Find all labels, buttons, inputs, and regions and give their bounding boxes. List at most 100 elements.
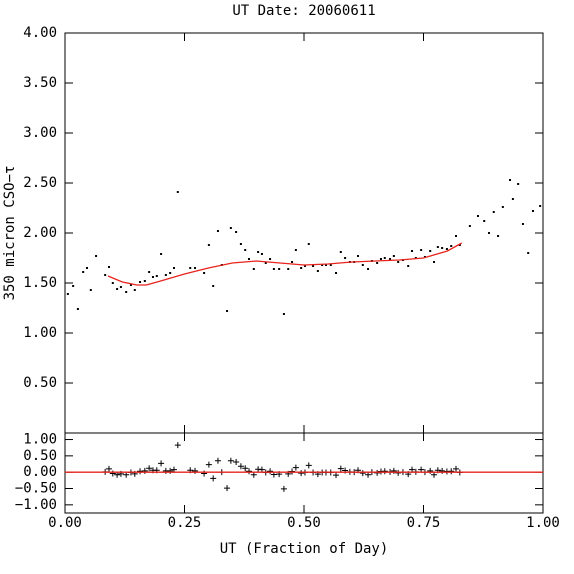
residual-point xyxy=(146,465,153,472)
residual-point xyxy=(381,468,388,475)
data-point xyxy=(411,250,414,252)
data-point xyxy=(497,235,500,237)
y-tick-label: 1.00 xyxy=(23,325,57,341)
y-tick-label: 0.50 xyxy=(23,375,57,391)
data-point xyxy=(294,249,297,251)
y-tick-label: 4.00 xyxy=(23,25,57,41)
data-point xyxy=(139,281,142,283)
data-point xyxy=(511,198,514,200)
y-tick-label: −1.00 xyxy=(15,497,57,513)
data-point xyxy=(72,285,75,287)
data-point xyxy=(260,253,263,255)
residual-point xyxy=(280,485,287,492)
data-point xyxy=(339,251,342,253)
data-point xyxy=(468,225,471,227)
data-point xyxy=(324,264,327,266)
chart-title: UT Date: 20060611 xyxy=(232,3,375,19)
data-point xyxy=(244,249,247,251)
data-point xyxy=(539,205,542,207)
residual-point xyxy=(192,467,199,474)
data-point xyxy=(321,264,324,266)
data-point xyxy=(376,262,379,264)
y-tick-label: −0.50 xyxy=(15,481,57,497)
residual-point xyxy=(246,468,253,475)
residual-point xyxy=(390,467,397,474)
data-point xyxy=(116,288,119,290)
fit-line xyxy=(107,242,463,286)
data-point xyxy=(509,179,512,181)
x-tick-label: 0.00 xyxy=(48,515,82,531)
data-point xyxy=(235,231,238,233)
residual-point xyxy=(267,468,274,475)
y-tick-label: 3.50 xyxy=(23,75,57,91)
residual-point xyxy=(298,470,305,477)
residual-point xyxy=(292,464,299,471)
residual-point xyxy=(237,463,244,470)
data-point xyxy=(397,261,400,263)
residual-point xyxy=(242,465,249,472)
data-point xyxy=(125,291,128,293)
data-point xyxy=(160,253,163,255)
data-point xyxy=(450,245,453,247)
data-point xyxy=(379,258,382,260)
x-axis-label: UT (Fraction of Day) xyxy=(220,541,389,557)
data-point xyxy=(85,267,88,269)
residual-point xyxy=(359,470,366,477)
residual-point xyxy=(227,457,234,464)
x-tick-label: 0.75 xyxy=(407,515,441,531)
residual-point xyxy=(453,465,460,472)
data-point xyxy=(492,211,495,213)
data-point xyxy=(476,215,479,217)
data-point xyxy=(133,289,136,291)
data-point xyxy=(487,232,490,234)
data-point xyxy=(329,264,332,266)
residual-point xyxy=(214,457,221,464)
data-point xyxy=(389,258,392,260)
residual-point xyxy=(105,465,112,472)
y-tick-label: 1.00 xyxy=(23,432,57,448)
data-point xyxy=(229,227,232,229)
data-point xyxy=(264,262,267,264)
residual-point xyxy=(109,470,116,477)
data-point xyxy=(172,267,175,269)
data-point xyxy=(316,270,319,272)
y-tick-label: 0.00 xyxy=(23,464,57,480)
data-point xyxy=(207,244,210,246)
data-point xyxy=(104,274,107,276)
residual-point xyxy=(427,467,434,474)
data-point xyxy=(291,261,294,263)
residual-point xyxy=(395,469,402,476)
y-tick-label: 2.00 xyxy=(23,225,57,241)
data-point xyxy=(176,191,179,193)
residual-point xyxy=(337,465,344,472)
data-point xyxy=(282,313,285,315)
data-point xyxy=(287,268,290,270)
data-point xyxy=(392,255,395,257)
data-point xyxy=(300,267,303,269)
data-point xyxy=(303,265,306,267)
data-point xyxy=(455,235,458,237)
residual-point xyxy=(224,485,231,492)
residual-point xyxy=(158,460,165,467)
data-point xyxy=(445,248,448,250)
plot-frame xyxy=(64,32,544,434)
data-point xyxy=(361,264,364,266)
data-point xyxy=(307,243,310,245)
residual-point xyxy=(374,469,381,476)
data-point xyxy=(203,272,206,274)
data-point xyxy=(148,271,151,273)
residual-point xyxy=(167,467,174,474)
data-point xyxy=(521,223,524,225)
data-point xyxy=(436,246,439,248)
residual-point xyxy=(210,475,217,482)
data-point xyxy=(278,268,281,270)
residual-point xyxy=(439,467,446,474)
data-point xyxy=(367,268,370,270)
residual-point xyxy=(205,461,212,468)
y-tick-label: 3.00 xyxy=(23,125,57,141)
data-point xyxy=(151,276,154,278)
residual-point xyxy=(305,462,312,469)
data-point xyxy=(433,261,436,263)
data-point xyxy=(107,266,110,268)
